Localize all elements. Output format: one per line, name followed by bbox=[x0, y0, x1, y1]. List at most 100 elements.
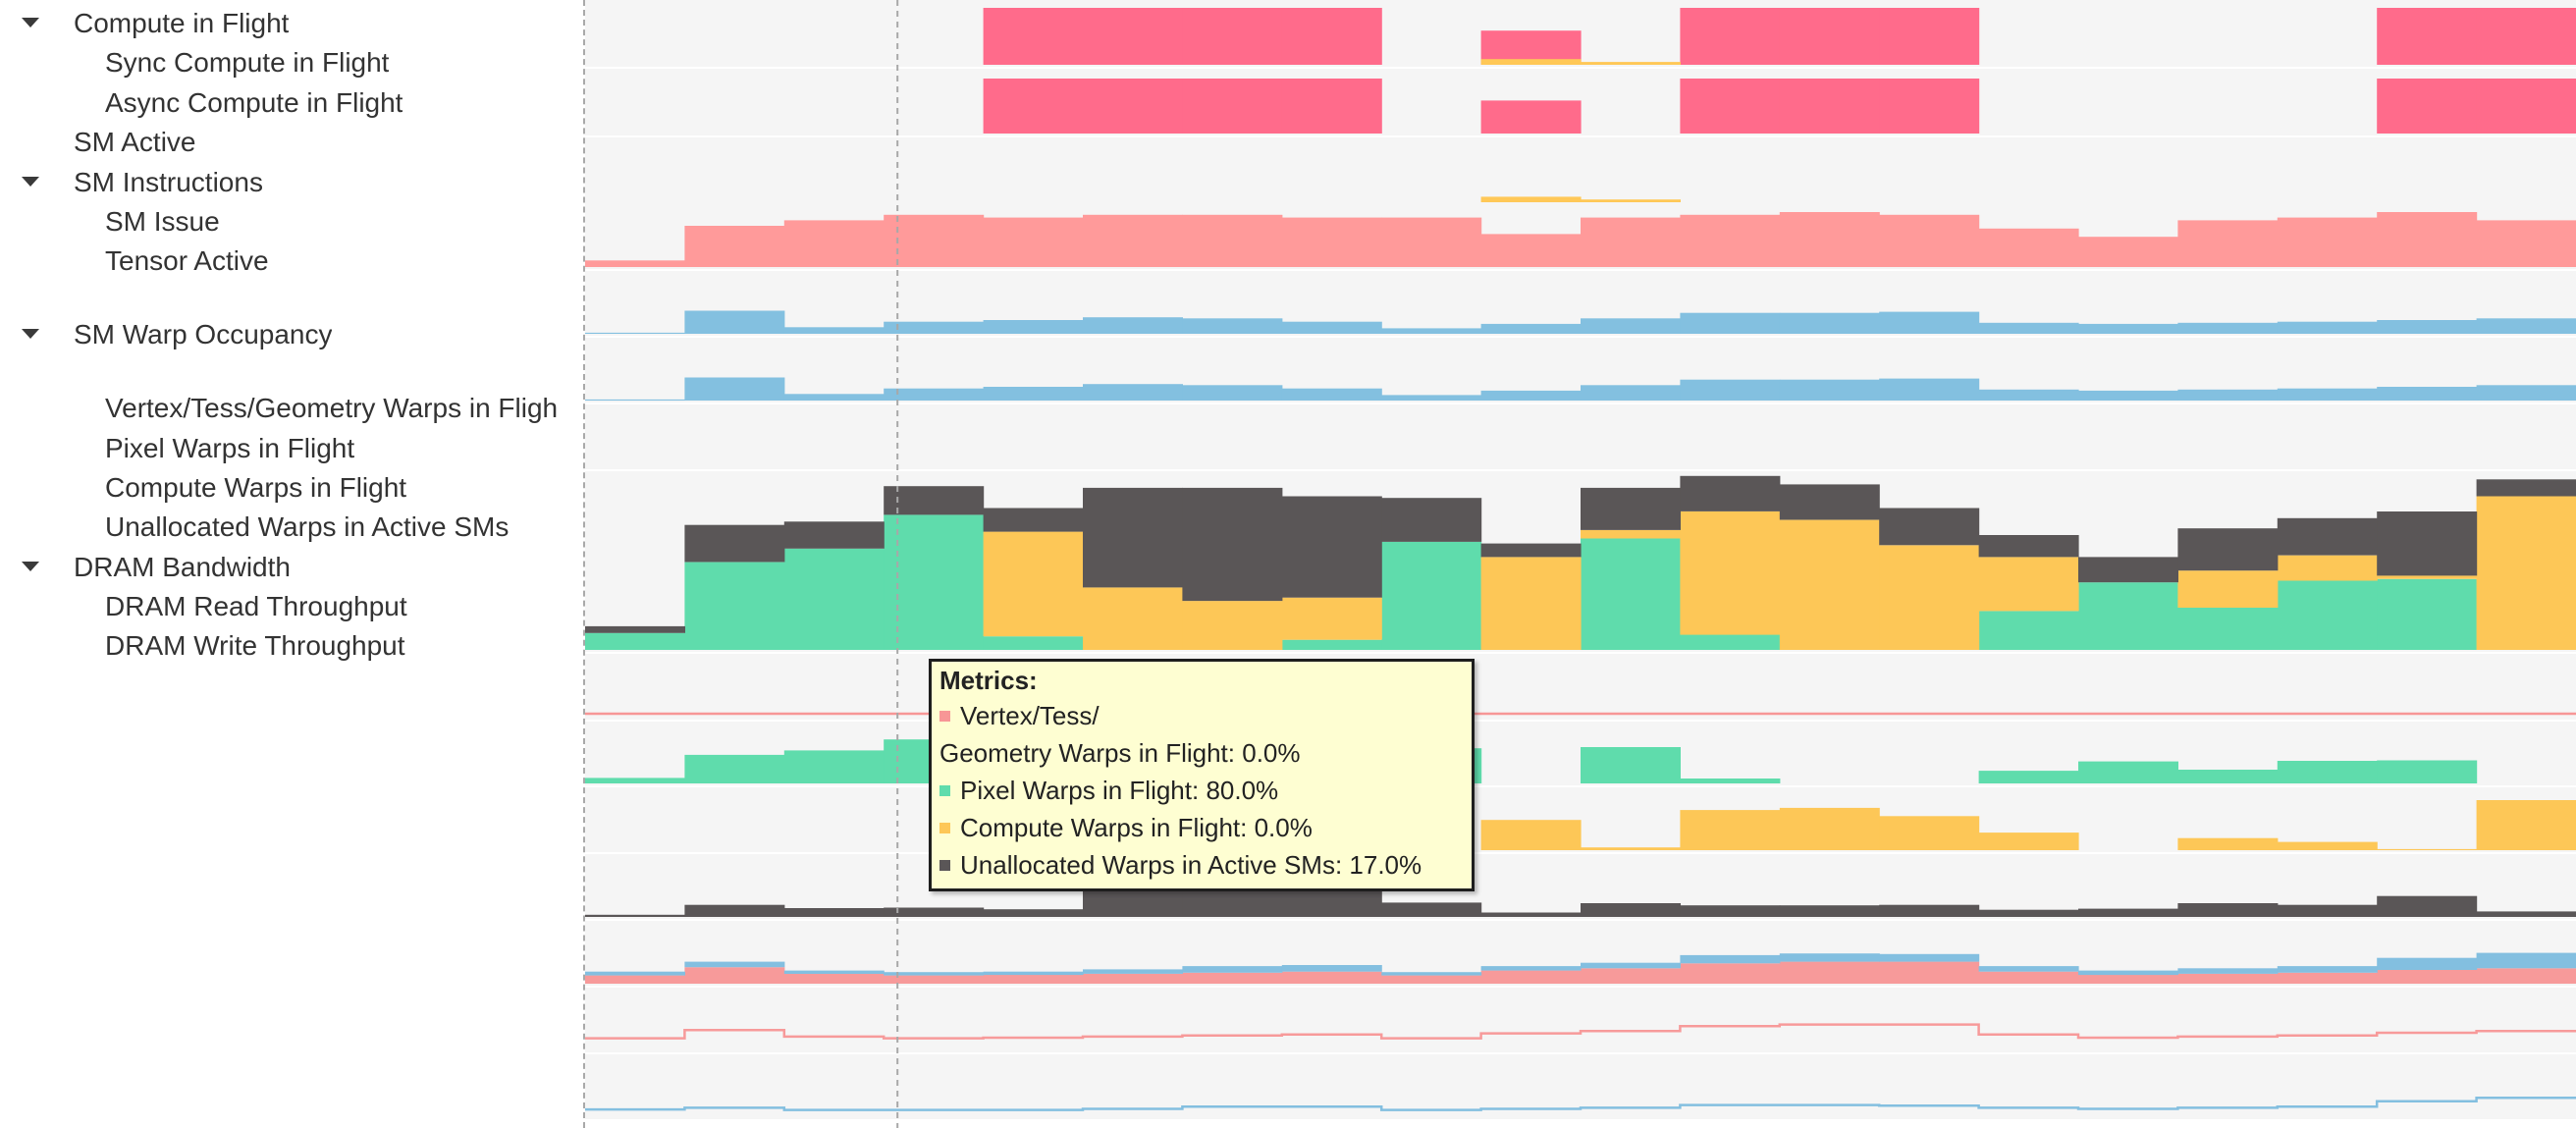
dram-read-stack-bar bbox=[884, 975, 985, 984]
occ-compute-bar bbox=[1281, 597, 1382, 640]
sm-instructions-bar bbox=[783, 327, 885, 334]
row-label-sm-warp-occupancy[interactable]: SM Warp Occupancy bbox=[0, 315, 583, 349]
occ-unalloc-bar bbox=[1083, 487, 1183, 588]
occ-pixel-bar bbox=[783, 548, 885, 650]
sm-active-bar bbox=[884, 214, 985, 267]
row-label-dram-write-throughput[interactable]: DRAM Write Throughput bbox=[0, 626, 583, 661]
occ-unalloc-bar bbox=[2476, 479, 2576, 497]
row-label-text: DRAM Read Throughput bbox=[105, 591, 407, 621]
sm-instructions-bar bbox=[2277, 321, 2378, 334]
collapse-caret-icon[interactable] bbox=[22, 177, 39, 187]
occ-unalloc-bar bbox=[585, 625, 685, 633]
sm-issue-bar bbox=[1480, 390, 1582, 401]
compute-in-flight-bar bbox=[1083, 8, 1183, 65]
occ-unalloc-bar bbox=[684, 524, 785, 563]
row-label-text: DRAM Bandwidth bbox=[74, 552, 291, 582]
row-label-text: Vertex/Tess/Geometry Warps in Fligh bbox=[105, 393, 559, 423]
row-label-unallocated-warps[interactable]: Unallocated Warps in Active SMs bbox=[0, 508, 583, 542]
dram-read-stack-bar bbox=[983, 975, 1084, 984]
tooltip-line: Compute Warps in Flight: 0.0% bbox=[939, 813, 1313, 843]
occ-unalloc-bar bbox=[2177, 528, 2279, 571]
sm-instructions-bar bbox=[2078, 323, 2178, 334]
sm-issue-bar bbox=[684, 377, 785, 401]
compute-warps-bar bbox=[1581, 847, 1681, 850]
row-label-tensor-active[interactable]: Tensor Active bbox=[0, 242, 583, 276]
panel-divider[interactable] bbox=[583, 0, 585, 1128]
tooltip-line: Geometry Warps in Flight: 0.0% bbox=[939, 738, 1301, 769]
row-label-sm-issue[interactable]: SM Issue bbox=[0, 202, 583, 237]
row-label-sm-active[interactable]: SM Active bbox=[0, 123, 583, 157]
sm-issue-bar bbox=[783, 394, 885, 401]
occ-pixel-bar bbox=[2177, 608, 2279, 650]
pixel-warps-bar bbox=[2177, 770, 2279, 783]
row-label-text: SM Warp Occupancy bbox=[74, 319, 333, 349]
timeline-tracks[interactable] bbox=[585, 0, 2576, 1128]
row-label-dram-bandwidth[interactable]: DRAM Bandwidth bbox=[0, 548, 583, 582]
pixel-warps-bar bbox=[2377, 760, 2478, 783]
tooltip-line-text: Pixel Warps in Flight: 80.0% bbox=[960, 776, 1279, 805]
occ-pixel-bar bbox=[1281, 639, 1382, 650]
row-label-async-compute-in-flight[interactable]: Async Compute in Flight bbox=[0, 83, 583, 118]
dram-write-stack-bar bbox=[1978, 966, 2079, 972]
sm-instructions-bar bbox=[1581, 318, 1681, 334]
sm-issue-bar bbox=[585, 399, 685, 401]
row-label-pixel-warps-in-flight[interactable]: Pixel Warps in Flight bbox=[0, 429, 583, 463]
compute-warps-bar bbox=[2377, 848, 2478, 850]
sync-compute-bar bbox=[2377, 79, 2478, 134]
sm-issue-bar bbox=[2476, 385, 2576, 401]
occ-unalloc-bar bbox=[2377, 511, 2478, 576]
dram-read-stack-bar bbox=[2377, 970, 2478, 984]
row-label-vertex-tess-geometry-warps[interactable]: Vertex/Tess/Geometry Warps in Fligh bbox=[0, 389, 583, 423]
sm-instructions-bar bbox=[884, 321, 985, 334]
row-label-sm-instructions[interactable]: SM Instructions bbox=[0, 163, 583, 197]
sm-instructions-bar bbox=[2177, 322, 2279, 334]
occ-unalloc-bar bbox=[1381, 498, 1482, 542]
tooltip-line: Pixel Warps in Flight: 80.0% bbox=[939, 776, 1278, 806]
occ-unalloc-bar bbox=[1779, 484, 1880, 520]
legend-swatch-icon bbox=[939, 710, 950, 722]
row-label-text: Unallocated Warps in Active SMs bbox=[105, 511, 510, 542]
dram-write-stack-bar bbox=[1182, 966, 1283, 973]
sm-issue-bar bbox=[1978, 389, 2079, 401]
row-label-text: SM Active bbox=[74, 127, 196, 157]
dram-write-stack-bar bbox=[1083, 969, 1183, 974]
collapse-caret-icon[interactable] bbox=[22, 18, 39, 27]
dram-read-stack-bar bbox=[1680, 963, 1781, 984]
sm-instructions-bar bbox=[684, 310, 785, 334]
tooltip-line-text: Unallocated Warps in Active SMs: 17.0% bbox=[960, 850, 1422, 880]
row-label-compute-warps-in-flight[interactable]: Compute Warps in Flight bbox=[0, 468, 583, 503]
dram-read-stack-bar bbox=[1879, 961, 1980, 984]
dram-read-stack-bar bbox=[585, 975, 685, 984]
occ-compute-bar bbox=[1480, 557, 1582, 650]
row-label-compute-in-flight[interactable]: Compute in Flight bbox=[0, 4, 583, 38]
compute-in-flight-bar bbox=[983, 8, 1084, 65]
unalloc-warps-bar bbox=[1480, 912, 1582, 917]
row-label-text: SM Issue bbox=[105, 206, 220, 237]
dram-write-stack-bar bbox=[1281, 965, 1382, 972]
occ-compute-bar bbox=[1581, 529, 1681, 539]
sm-active-bar bbox=[983, 217, 1084, 267]
sm-active-bar bbox=[1680, 214, 1781, 267]
sync-compute-bar bbox=[1182, 79, 1283, 134]
collapse-caret-icon[interactable] bbox=[22, 329, 39, 339]
compute-warps-bar bbox=[2277, 841, 2378, 850]
dram-read-stack-bar bbox=[1581, 968, 1681, 984]
dram-read-stack-bar bbox=[1381, 975, 1482, 984]
async-compute-bar bbox=[1480, 196, 1582, 202]
unalloc-warps-bar bbox=[1680, 905, 1781, 917]
occ-unalloc-bar bbox=[1978, 535, 2079, 558]
collapse-caret-icon[interactable] bbox=[22, 562, 39, 571]
sm-active-bar bbox=[2078, 237, 2178, 267]
dram-read-stack-bar bbox=[1779, 961, 1880, 984]
legend-swatch-icon bbox=[939, 822, 950, 833]
row-label-dram-read-throughput[interactable]: DRAM Read Throughput bbox=[0, 587, 583, 621]
row-label-text: DRAM Write Throughput bbox=[105, 630, 405, 661]
sm-active-bar bbox=[2476, 220, 2576, 267]
row-label-sync-compute-in-flight[interactable]: Sync Compute in Flight bbox=[0, 43, 583, 78]
occ-compute-bar bbox=[2476, 496, 2576, 650]
occ-unalloc-bar bbox=[1680, 475, 1781, 511]
unalloc-warps-bar bbox=[1381, 902, 1482, 917]
occ-compute-bar bbox=[2277, 555, 2378, 581]
dram-read-stack-bar bbox=[783, 973, 885, 984]
sm-issue-bar bbox=[1581, 385, 1681, 401]
